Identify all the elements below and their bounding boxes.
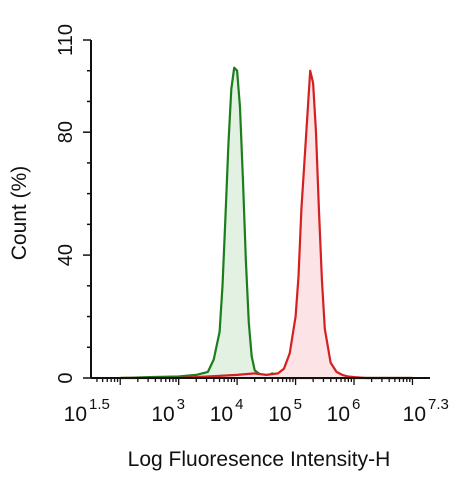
- x-tick-label-base: 10: [210, 403, 233, 426]
- series-1-line: [120, 66, 413, 380]
- x-tick-label-base: 10: [268, 403, 291, 426]
- axes-layer: [90, 40, 430, 379]
- y-tick-label: 0: [55, 372, 77, 383]
- series-layer: [120, 66, 413, 380]
- series-2-area: [120, 70, 413, 378]
- y-axis-title: Count (%): [8, 166, 31, 261]
- series-2-line: [120, 69, 413, 380]
- x-tick-label-base: 10: [327, 403, 350, 426]
- x-tick-label-exponent: 6: [352, 396, 360, 413]
- x-tick-label-base: 10: [64, 403, 87, 426]
- ticks-layer: [83, 39, 414, 385]
- x-tick-label-exponent: 3: [177, 396, 185, 413]
- x-tick-label-exponent: 4: [235, 396, 243, 413]
- series-1-area: [120, 67, 413, 378]
- x-tick-label-exponent: 5: [294, 396, 302, 413]
- y-tick-label: 80: [55, 121, 77, 143]
- x-tick-label-exponent: 7.3: [428, 396, 449, 413]
- x-tick-label-base: 10: [151, 403, 174, 426]
- y-tick-label: 110: [55, 24, 77, 56]
- y-tick-label: 40: [55, 244, 77, 266]
- x-axis-title: Log Fluoresence Intensity-H: [128, 448, 391, 471]
- x-tick-label-exponent: 1.5: [89, 396, 110, 413]
- x-tick-label-base: 10: [403, 403, 426, 426]
